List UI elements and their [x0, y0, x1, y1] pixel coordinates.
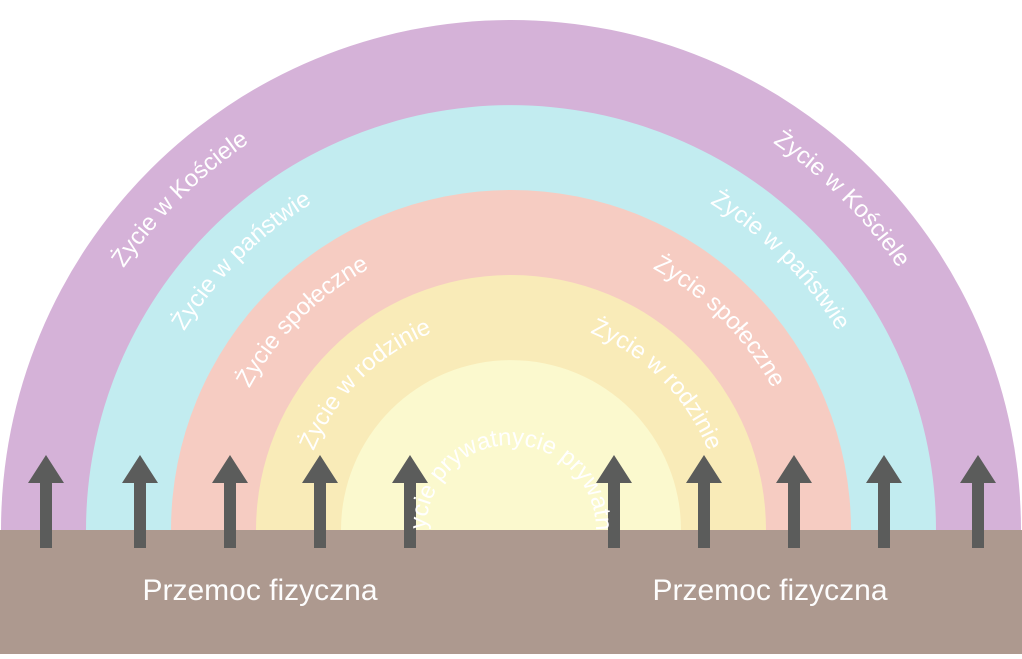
- diagram-container: Przemoc fizycznaPrzemoc fizycznaŻycie pr…: [0, 0, 1022, 659]
- ground-label: Przemoc fizyczna: [142, 574, 377, 607]
- concentric-diagram: Przemoc fizycznaPrzemoc fizycznaŻycie pr…: [0, 0, 1022, 654]
- ground-label: Przemoc fizyczna: [652, 574, 887, 607]
